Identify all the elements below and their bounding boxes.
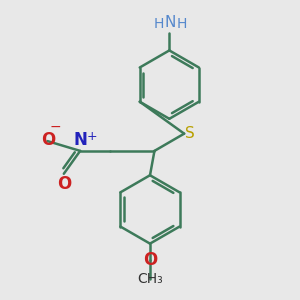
Text: O: O (143, 251, 157, 269)
Text: CH₃: CH₃ (137, 272, 163, 286)
Text: O: O (41, 131, 55, 149)
Text: S: S (185, 126, 194, 141)
Text: H: H (177, 17, 187, 31)
Text: N: N (164, 15, 176, 30)
Text: −: − (49, 120, 61, 134)
Text: N: N (73, 131, 87, 149)
Text: O: O (57, 175, 71, 193)
Text: +: + (87, 130, 97, 142)
Text: H: H (154, 17, 164, 31)
